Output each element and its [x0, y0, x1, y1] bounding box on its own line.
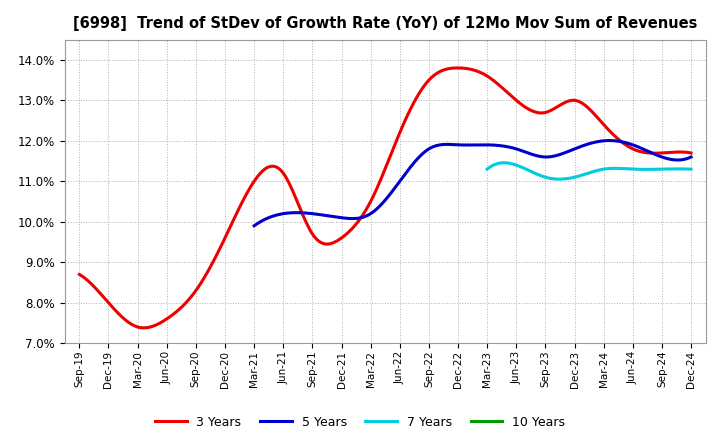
- 5 Years: [302, 210, 311, 216]
- 7 Years: [483, 166, 492, 172]
- 3 Years: [75, 272, 84, 277]
- 3 Years: [319, 241, 328, 246]
- 3 Years: [276, 167, 284, 172]
- 3 Years: [150, 323, 159, 328]
- 7 Years: [550, 176, 559, 182]
- 5 Years: [605, 138, 613, 143]
- 5 Years: [392, 183, 401, 188]
- 7 Years: [631, 167, 639, 172]
- Title: [6998]  Trend of StDev of Growth Rate (YoY) of 12Mo Mov Sum of Revenues: [6998] Trend of StDev of Growth Rate (Yo…: [73, 16, 698, 32]
- Line: 5 Years: 5 Years: [254, 140, 691, 226]
- 7 Years: [555, 176, 564, 182]
- 3 Years: [140, 325, 148, 330]
- 3 Years: [520, 103, 528, 109]
- Line: 7 Years: 7 Years: [487, 163, 691, 179]
- Line: 3 Years: 3 Years: [79, 68, 691, 328]
- 5 Years: [687, 154, 696, 160]
- 3 Years: [687, 150, 696, 156]
- 7 Years: [612, 166, 621, 171]
- 7 Years: [508, 161, 516, 166]
- 5 Years: [565, 148, 574, 154]
- Legend: 3 Years, 5 Years, 7 Years, 10 Years: 3 Years, 5 Years, 7 Years, 10 Years: [150, 411, 570, 434]
- 5 Years: [525, 150, 534, 156]
- 7 Years: [632, 167, 641, 172]
- 3 Years: [523, 106, 531, 111]
- 5 Years: [567, 147, 576, 153]
- 5 Years: [250, 223, 258, 228]
- 5 Years: [423, 147, 431, 153]
- 3 Years: [463, 66, 472, 71]
- 7 Years: [500, 160, 508, 165]
- 7 Years: [564, 176, 573, 181]
- 3 Years: [454, 65, 462, 70]
- 7 Years: [687, 166, 696, 172]
